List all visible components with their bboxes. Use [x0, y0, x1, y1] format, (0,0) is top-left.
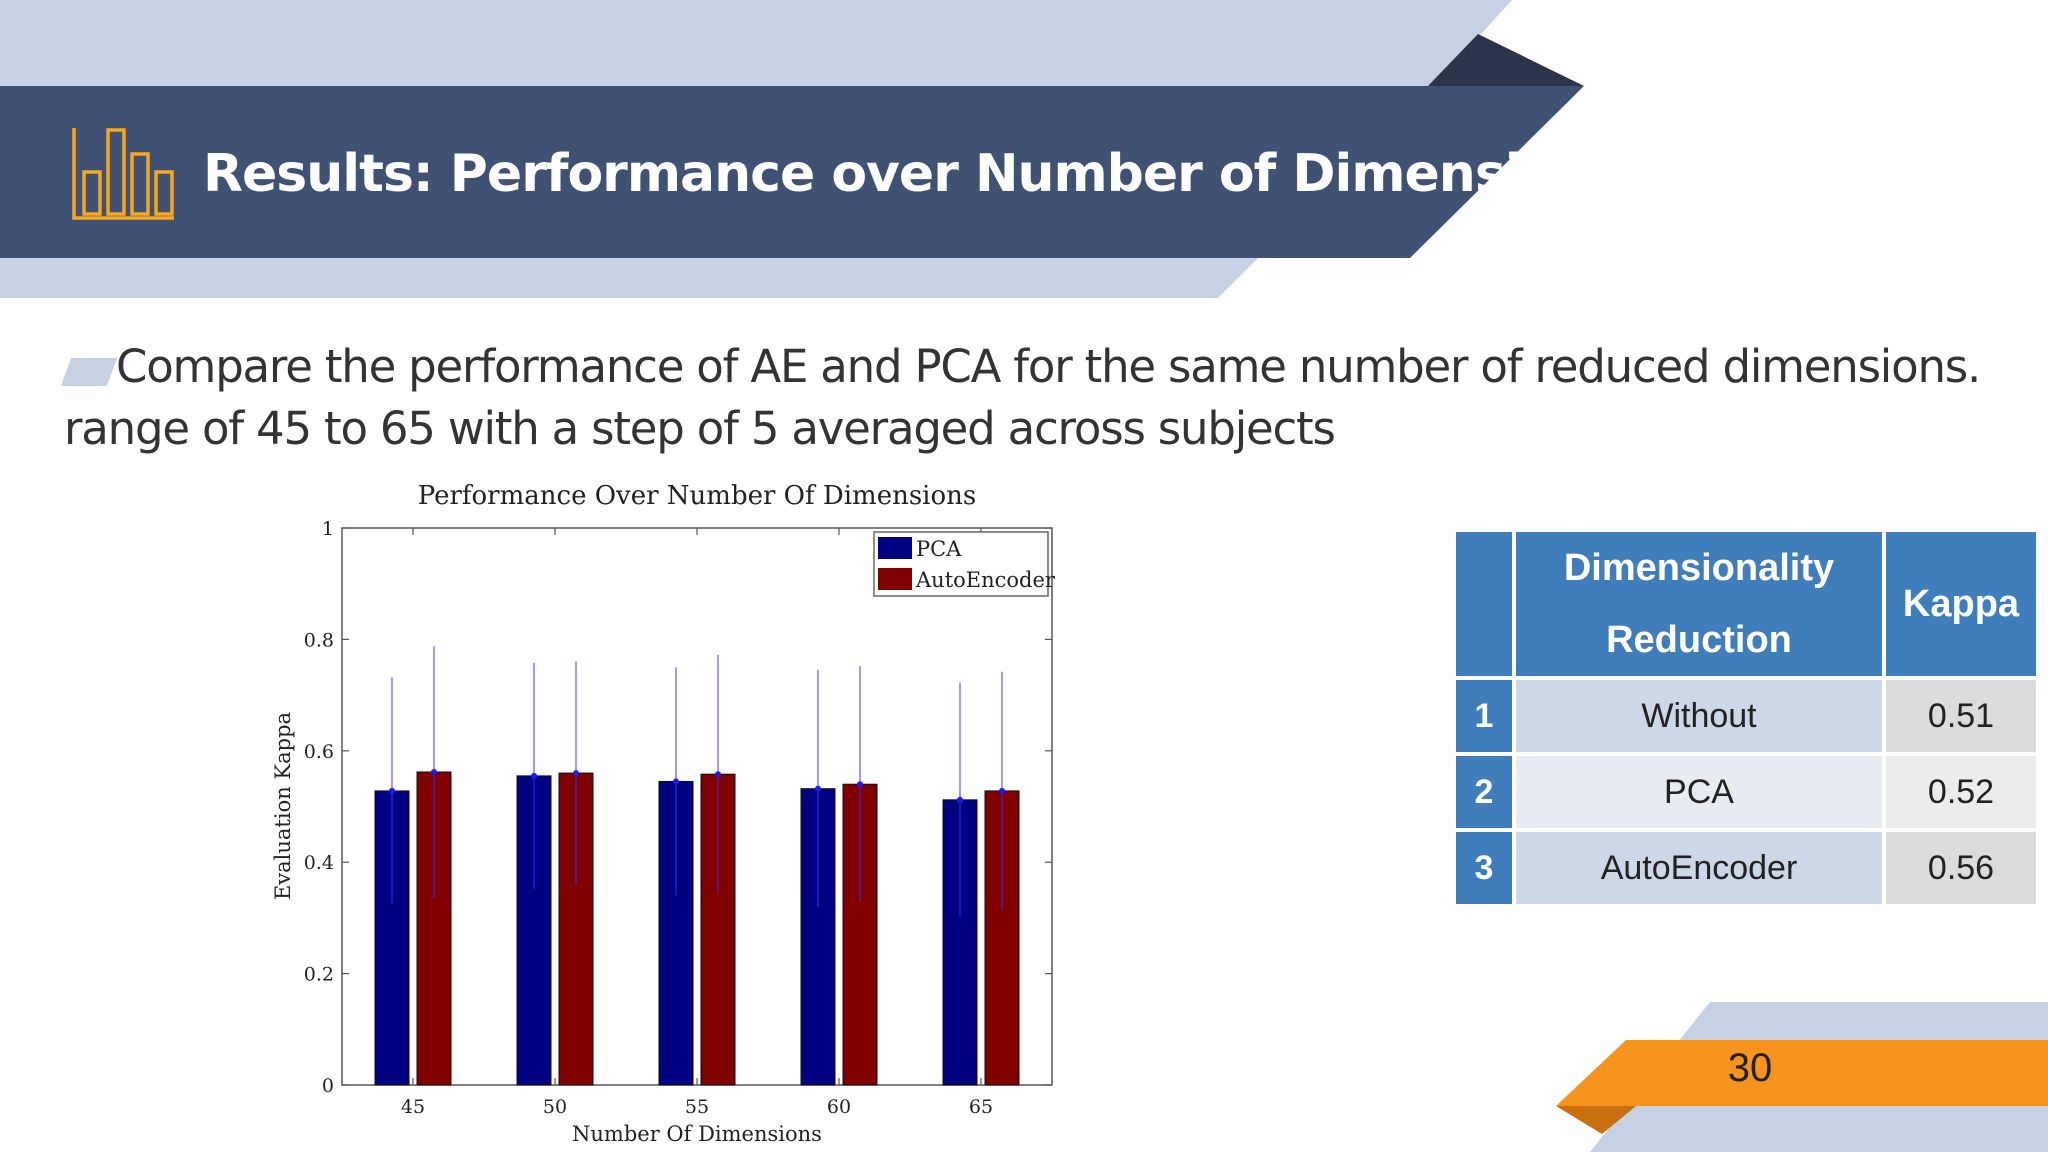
- page-number: 30: [1727, 1046, 1773, 1090]
- mean-marker-pca-45: [389, 787, 395, 794]
- x-tick-label: 55: [685, 1096, 709, 1118]
- y-tick-label: 0: [322, 1075, 334, 1097]
- y-axis-label: Evaluation Kappa: [271, 712, 295, 900]
- plot-area: [341, 527, 1053, 1086]
- table-header-row: Dimensionality Reduction Kappa: [1456, 532, 2036, 676]
- row-kappa: 0.56: [1886, 832, 2036, 904]
- x-tick-label: 45: [401, 1096, 425, 1118]
- bottom-orange-shadow: [1556, 1106, 1636, 1134]
- row-method: AutoEncoder: [1516, 832, 1882, 904]
- kappa-table: Dimensionality Reduction Kappa 1 Without…: [1452, 528, 2040, 908]
- y-tick-label: 0.8: [304, 629, 334, 651]
- title-banner: [0, 86, 1584, 258]
- header-index: [1456, 532, 1512, 676]
- mean-marker-pca-50: [531, 772, 537, 779]
- x-axis: 45 50 55 60 65: [401, 528, 993, 1118]
- bottom-orange-banner: [1556, 1040, 2048, 1106]
- y-tick-label: 0.6: [304, 741, 334, 763]
- y-tick-label: 0.4: [304, 852, 334, 874]
- header-kappa: Kappa: [1886, 532, 2036, 676]
- y-tick-label: 0.2: [304, 964, 334, 986]
- top-dark-triangle: [1428, 34, 1584, 86]
- y-tick-label: 1: [322, 518, 334, 540]
- mean-marker-pca-60: [815, 785, 821, 792]
- table-row: 3 AutoEncoder 0.56: [1456, 832, 2036, 904]
- legend-swatch-autoencoder: [878, 568, 912, 590]
- row-index: 3: [1456, 832, 1512, 904]
- mean-marker-autoencoder-50: [573, 770, 579, 777]
- slide-title: Results: Performance over Number of Dime…: [203, 144, 1623, 204]
- mean-marker-pca-55: [673, 778, 679, 785]
- error-bars: [389, 646, 1005, 917]
- mean-marker-autoencoder-45: [431, 768, 437, 775]
- lower-light-band: [0, 258, 1258, 298]
- top-light-band: [0, 0, 1512, 86]
- x-axis-label: Number Of Dimensions: [572, 1122, 822, 1146]
- row-method: PCA: [1516, 756, 1882, 828]
- row-index: 1: [1456, 680, 1512, 752]
- x-tick-label: 50: [543, 1096, 567, 1118]
- y-axis: 0 0.2 0.4 0.6 0.8 1: [304, 518, 1052, 1097]
- legend-swatch-pca: [878, 537, 912, 559]
- row-kappa: 0.51: [1886, 680, 2036, 752]
- bar-chart-icon: [72, 128, 174, 220]
- row-kappa: 0.52: [1886, 756, 2036, 828]
- legend: PCA AutoEncoder: [873, 531, 1056, 597]
- bullet-text: Compare the performance of AE and PCA fo…: [64, 340, 1981, 455]
- header-dimensionality: Dimensionality Reduction: [1516, 532, 1882, 676]
- mean-marker-autoencoder-65: [999, 787, 1005, 794]
- mean-marker-autoencoder-55: [715, 771, 721, 778]
- x-tick-label: 60: [827, 1096, 851, 1118]
- mean-marker-pca-65: [957, 796, 963, 803]
- bar-series: [374, 771, 1020, 1086]
- table-row: 2 PCA 0.52: [1456, 756, 2036, 828]
- legend-label-autoencoder: AutoEncoder: [915, 568, 1056, 592]
- performance-chart: 0 0.2 0.4 0.6 0.8 1 45 50 55 60 65 Performance Ov…: [271, 481, 1056, 1146]
- table-row: 1 Without 0.51: [1456, 680, 2036, 752]
- x-tick-label: 65: [969, 1096, 993, 1118]
- chart-title: Performance Over Number Of Dimensions: [418, 481, 976, 511]
- legend-label-pca: PCA: [916, 537, 962, 561]
- row-method: Without: [1516, 680, 1882, 752]
- mean-marker-autoencoder-60: [857, 781, 863, 788]
- row-index: 2: [1456, 756, 1512, 828]
